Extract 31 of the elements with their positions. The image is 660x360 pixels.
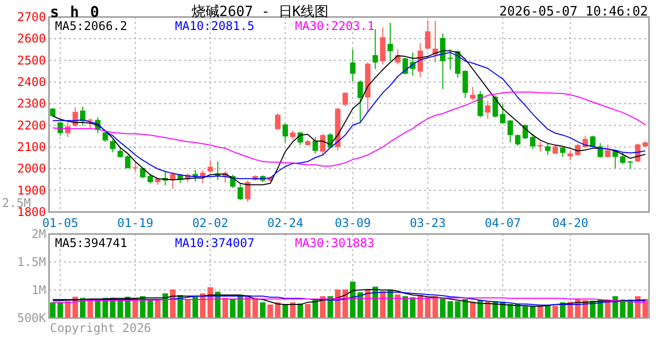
legend: MA5:2066.2: [55, 19, 128, 33]
ytick: 1900: [17, 183, 46, 198]
xtick: 04-07: [484, 216, 521, 230]
annotation: s h 0: [50, 3, 100, 21]
xtick: 04-20: [552, 216, 588, 230]
xtick: 02-24: [267, 216, 304, 230]
ytick: 1.5M: [17, 255, 46, 269]
xtick: 03-23: [410, 216, 446, 230]
ytick: 2600: [17, 32, 46, 46]
xtick: 02-02: [192, 216, 228, 230]
ytick: 2400: [17, 75, 46, 89]
xtick: 03-09: [334, 216, 371, 230]
legend: MA30:301883: [295, 236, 374, 250]
ytick: 2500: [17, 53, 46, 68]
legend: MA10:374007: [175, 236, 254, 250]
ytick: 2000: [17, 162, 46, 176]
ytick: 2100: [17, 140, 46, 154]
ytick: 2M: [32, 227, 46, 241]
xtick: 01-19: [117, 216, 154, 230]
legend: MA10:2081.5: [175, 19, 254, 33]
ytick: 1M: [32, 283, 46, 297]
legend: MA5:394741: [55, 236, 128, 250]
ytick: 500K: [17, 311, 46, 325]
ytick: 2300: [17, 96, 46, 111]
xtick: 01-05: [42, 216, 78, 230]
text: Copyright 2026: [50, 321, 152, 335]
chart-title: 烧碱2607 - 日K线图: [191, 4, 329, 20]
chart-subtitle: 2026-05-07 10:46:02: [499, 4, 648, 20]
ytick: 2700: [17, 10, 46, 24]
legend: MA30:2203.1: [295, 19, 374, 33]
ytick: 2200: [17, 118, 46, 132]
